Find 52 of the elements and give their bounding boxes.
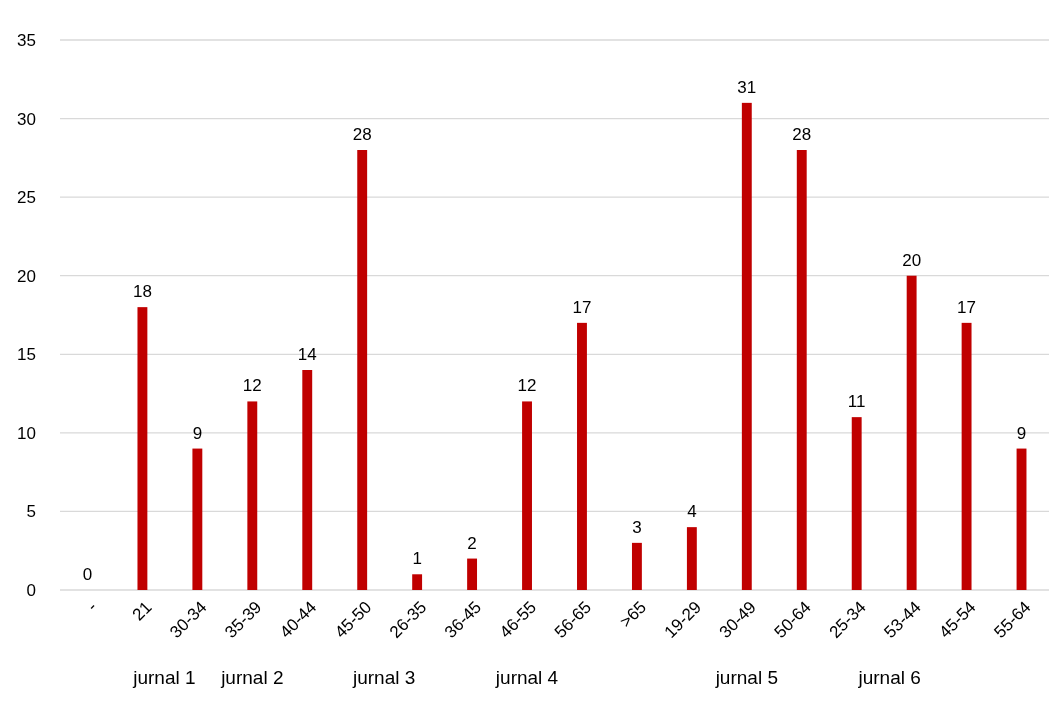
bar — [412, 574, 423, 590]
data-label: 1 — [412, 549, 422, 569]
bar — [1016, 448, 1027, 590]
data-label: 0 — [82, 565, 93, 584]
bar — [137, 307, 148, 590]
y-tick-label: 15 — [17, 345, 36, 365]
data-label: 12 — [517, 376, 537, 396]
bar — [851, 417, 862, 590]
data-label: 28 — [352, 125, 372, 144]
bar — [961, 322, 972, 590]
data-label: 28 — [792, 125, 812, 144]
x-tick-label: 21 — [128, 597, 156, 625]
data-label: 20 — [902, 250, 922, 270]
y-tick-label: 20 — [17, 266, 36, 286]
y-tick-label: 0 — [26, 580, 36, 600]
data-label: 18 — [132, 282, 152, 302]
bar — [302, 370, 313, 590]
data-label: 17 — [572, 297, 592, 317]
y-tick-label: 10 — [17, 423, 36, 443]
bar — [906, 275, 917, 590]
data-label: 4 — [687, 502, 697, 522]
bar — [192, 448, 203, 590]
data-label: 9 — [192, 423, 203, 443]
bar — [577, 322, 587, 590]
bar — [467, 558, 478, 590]
text: jurnal 5 — [714, 667, 778, 688]
data-label: 9 — [1016, 423, 1027, 443]
bar — [247, 401, 258, 590]
y-tick-label: 35 — [17, 30, 36, 50]
text: jurnal 4 — [494, 667, 559, 688]
data-label: 2 — [467, 533, 477, 553]
text: jurnal 6 — [857, 667, 921, 688]
bar — [522, 401, 532, 590]
bar — [357, 150, 368, 590]
bar — [796, 150, 807, 590]
data-label: 11 — [847, 392, 866, 412]
data-label: 12 — [242, 376, 262, 396]
y-tick-label: 5 — [26, 502, 36, 522]
text: jurnal 3 — [352, 667, 416, 688]
data-label: 14 — [297, 345, 317, 364]
x-tick-label: >65 — [616, 597, 650, 632]
data-label: 3 — [632, 517, 642, 537]
text: jurnal 1 — [132, 667, 196, 688]
y-tick-label: 25 — [17, 188, 36, 208]
y-tick-label: 30 — [17, 109, 36, 129]
bar — [741, 102, 752, 590]
data-label: 31 — [737, 77, 757, 97]
x-tick-label: - — [83, 597, 101, 616]
bar — [631, 542, 642, 590]
bar — [686, 527, 697, 590]
data-label: 17 — [957, 297, 977, 317]
text: jurnal 2 — [220, 667, 284, 688]
